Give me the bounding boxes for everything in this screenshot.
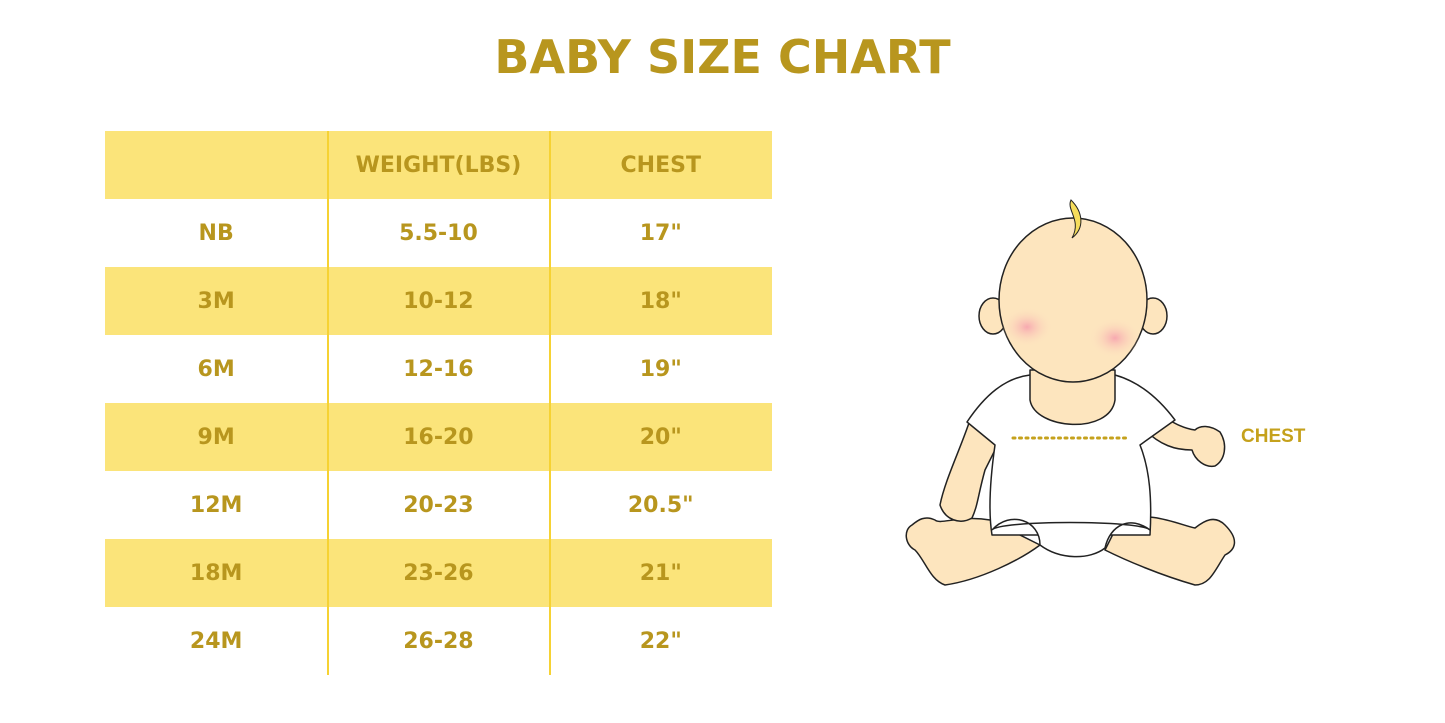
header-cell [105,131,327,199]
size-cell: 24M [189,628,243,654]
chest-cell: 22" [639,628,682,654]
chest-label: CHEST [1241,426,1306,447]
size-cell: 18M [189,560,243,586]
size-table: WEIGHT(LBS) CHEST NB 5.5-10 17" 3M 10-12 18" 6… [105,131,772,675]
weight-cell: 20-23 [403,492,474,518]
chest-cell: 20.5" [627,492,694,518]
weight-cell: 5.5-10 [399,220,478,246]
table-row: 18M 23-26 21" [105,539,772,607]
cheek-blush [1001,307,1053,347]
hair-curl [1069,199,1082,239]
column-divider [549,131,551,675]
size-cell: 3M [197,288,235,314]
header-cell: CHEST [620,152,701,178]
table-row: 9M 16-20 20" [105,403,772,471]
baby-illustration [905,199,1236,586]
chest-cell: 20" [639,424,682,450]
weight-cell: 12-16 [403,356,474,382]
weight-cell: 16-20 [403,424,474,450]
table-header-row: WEIGHT(LBS) CHEST [105,131,772,199]
chest-cell: 17" [639,220,682,246]
size-cell: 9M [197,424,235,450]
weight-cell: 23-26 [403,560,474,586]
chest-cell: 21" [639,560,682,586]
table-row: 6M 12-16 19" [105,335,772,403]
column-divider [327,131,329,675]
size-cell: 12M [189,492,243,518]
page-title: BABY SIZE CHART [494,30,951,84]
weight-cell: 26-28 [403,628,474,654]
cheek-blush [1089,318,1141,358]
size-cell: NB [198,220,234,246]
table-row: 3M 10-12 18" [105,267,772,335]
chest-cell: 19" [639,356,682,382]
header-cell: WEIGHT(LBS) [355,152,522,178]
weight-cell: 10-12 [403,288,474,314]
table-row: NB 5.5-10 17" [105,199,772,267]
size-cell: 6M [197,356,235,382]
table-row: 12M 20-23 20.5" [105,471,772,539]
table-row: 24M 26-28 22" [105,607,772,675]
chest-cell: 18" [639,288,682,314]
